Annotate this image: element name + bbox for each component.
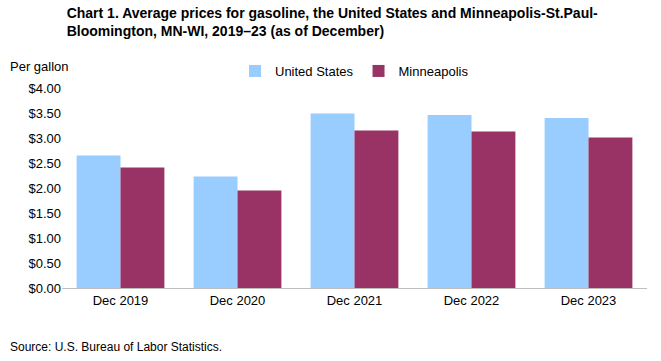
svg-text:$3.50: $3.50 <box>28 106 61 121</box>
svg-text:Dec 2023: Dec 2023 <box>561 293 617 308</box>
svg-text:$2.00: $2.00 <box>28 181 61 196</box>
svg-text:$3.00: $3.00 <box>28 131 61 146</box>
svg-text:$2.50: $2.50 <box>28 156 61 171</box>
svg-text:$0.50: $0.50 <box>28 256 61 271</box>
svg-text:United States: United States <box>275 64 354 79</box>
svg-text:$1.50: $1.50 <box>28 206 61 221</box>
svg-text:Dec 2020: Dec 2020 <box>210 293 266 308</box>
svg-text:Dec 2021: Dec 2021 <box>327 293 383 308</box>
svg-text:Source: U.S. Bureau of Labor S: Source: U.S. Bureau of Labor Statistics. <box>10 340 222 354</box>
svg-text:Dec 2022: Dec 2022 <box>444 293 500 308</box>
svg-text:Minneapolis: Minneapolis <box>399 64 469 79</box>
svg-text:Chart 1. Average prices for ga: Chart 1. Average prices for gasoline, th… <box>67 5 598 39</box>
svg-text:Per gallon: Per gallon <box>10 59 69 74</box>
svg-text:Dec 2019: Dec 2019 <box>93 293 149 308</box>
svg-text:$1.00: $1.00 <box>28 231 61 246</box>
svg-text:$0.00: $0.00 <box>28 281 61 296</box>
svg-text:$4.00: $4.00 <box>28 81 61 96</box>
